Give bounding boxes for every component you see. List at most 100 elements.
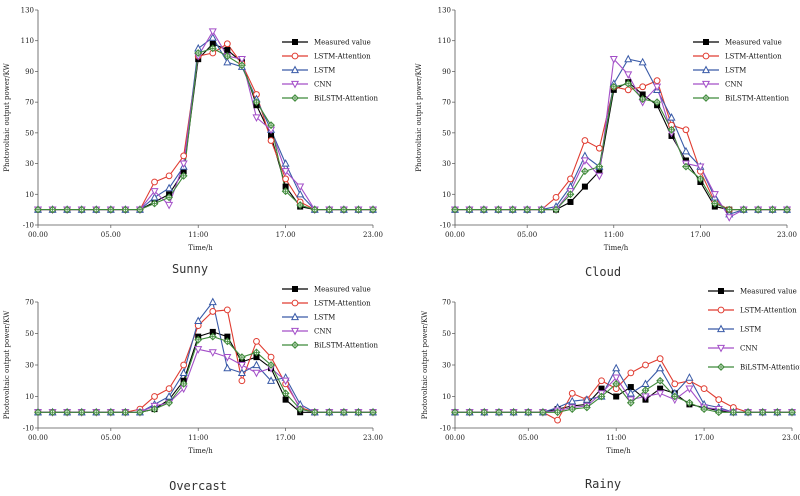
x-tick-label: 11:00 xyxy=(188,231,208,239)
series-line-lstm-attention xyxy=(38,309,373,413)
data-point xyxy=(165,385,173,393)
legend-label: LSTM-Attention xyxy=(314,53,371,61)
data-point xyxy=(34,205,42,214)
data-point xyxy=(714,408,723,417)
data-point xyxy=(609,56,618,64)
data-point xyxy=(150,405,159,414)
data-point xyxy=(710,199,719,208)
data-point xyxy=(34,408,42,417)
y-tick-label: 70 xyxy=(25,99,34,107)
data-point xyxy=(325,408,334,417)
legend: Measured value LSTM-Attention LSTM CNN BiLST… xyxy=(282,286,379,350)
y-axis-title: Photovoltaic output power/KW xyxy=(421,310,429,419)
data-point xyxy=(638,95,647,103)
data-point xyxy=(568,396,577,405)
data-point xyxy=(180,152,188,160)
data-point xyxy=(224,46,231,53)
data-point xyxy=(223,40,231,48)
y-tick-label: -10 xyxy=(440,222,451,230)
data-point xyxy=(179,368,188,376)
legend-marker xyxy=(290,80,300,89)
data-point xyxy=(165,201,174,210)
data-point xyxy=(465,205,474,214)
data-point xyxy=(238,61,246,70)
x-tick-label: 11:00 xyxy=(188,434,208,442)
data-point xyxy=(523,205,532,214)
data-point xyxy=(165,183,174,192)
data-point xyxy=(92,408,101,417)
data-point xyxy=(595,162,604,171)
data-point xyxy=(194,49,203,57)
x-tick-label: 05.00 xyxy=(101,231,121,239)
legend-label: CNN xyxy=(725,81,743,89)
legend: Measured value LSTM-Attention LSTM CNN BiLST… xyxy=(282,39,379,103)
legend-marker xyxy=(291,39,298,46)
series-line-cnn xyxy=(38,348,373,413)
data-point xyxy=(150,188,159,196)
legend-label: CNN xyxy=(314,328,332,336)
legend: Measured value LSTM-Attention LSTM CNN BiLST… xyxy=(693,39,790,103)
legend-label: LSTM-Attention xyxy=(725,53,782,61)
data-point xyxy=(710,191,719,199)
data-point xyxy=(369,408,377,417)
data-point xyxy=(252,114,261,122)
data-point xyxy=(310,408,319,417)
data-point xyxy=(136,408,144,417)
y-tick-label: 10 xyxy=(442,393,451,401)
y-tick-label: 110 xyxy=(21,37,34,45)
x-tick-label: 05.00 xyxy=(101,434,121,442)
data-point xyxy=(685,373,694,381)
data-point xyxy=(624,86,632,94)
data-point xyxy=(480,408,489,417)
legend-marker xyxy=(291,299,299,307)
data-point xyxy=(494,205,503,214)
data-point xyxy=(296,183,305,192)
x-tick-label: 00.00 xyxy=(28,231,48,239)
data-point xyxy=(773,408,782,417)
legend-label: Measured value xyxy=(314,39,371,47)
y-tick-label: 90 xyxy=(25,68,34,76)
y-tick-label: 10 xyxy=(25,191,34,199)
data-point xyxy=(63,205,72,214)
data-point xyxy=(267,353,275,361)
panel-caption: Cloud xyxy=(585,265,621,279)
data-point xyxy=(267,376,276,384)
x-tick-label: 17.00 xyxy=(276,231,296,239)
data-point xyxy=(667,125,676,134)
data-point xyxy=(281,377,290,386)
data-point xyxy=(281,389,290,398)
data-point xyxy=(598,377,605,385)
data-point xyxy=(252,98,261,107)
legend-label: BiLSTM-Attention xyxy=(314,342,379,350)
y-tick-label: -10 xyxy=(440,425,451,433)
data-point xyxy=(509,408,518,417)
data-point xyxy=(179,379,188,388)
chart-panel-overcast: -10 10 30 50 70 00.00 05.00 11:00 17.00 23.00 Time… xyxy=(3,286,383,494)
legend-marker xyxy=(703,39,710,46)
data-point xyxy=(194,316,203,324)
y-tick-label: 70 xyxy=(442,299,451,307)
x-axis-title: Time/h xyxy=(604,244,629,252)
data-point xyxy=(223,337,232,346)
y-axis-title: Photovoltaic output power/KW xyxy=(415,62,423,171)
data-point xyxy=(267,137,275,144)
series-line-cnn xyxy=(455,376,792,413)
panel-caption: Rainy xyxy=(585,477,621,491)
data-point xyxy=(325,205,334,214)
data-point xyxy=(451,408,459,417)
data-point xyxy=(77,205,86,214)
data-point xyxy=(208,33,217,41)
data-point xyxy=(639,83,647,91)
data-point xyxy=(725,214,734,222)
data-point xyxy=(595,172,604,181)
data-point xyxy=(282,396,289,403)
data-point xyxy=(508,205,517,214)
data-point xyxy=(729,408,738,417)
data-point xyxy=(267,121,275,130)
data-point xyxy=(339,205,348,214)
y-tick-label: 50 xyxy=(25,129,34,137)
data-point xyxy=(696,175,705,183)
data-point xyxy=(624,71,633,79)
data-point xyxy=(369,205,377,214)
data-point xyxy=(682,162,690,171)
